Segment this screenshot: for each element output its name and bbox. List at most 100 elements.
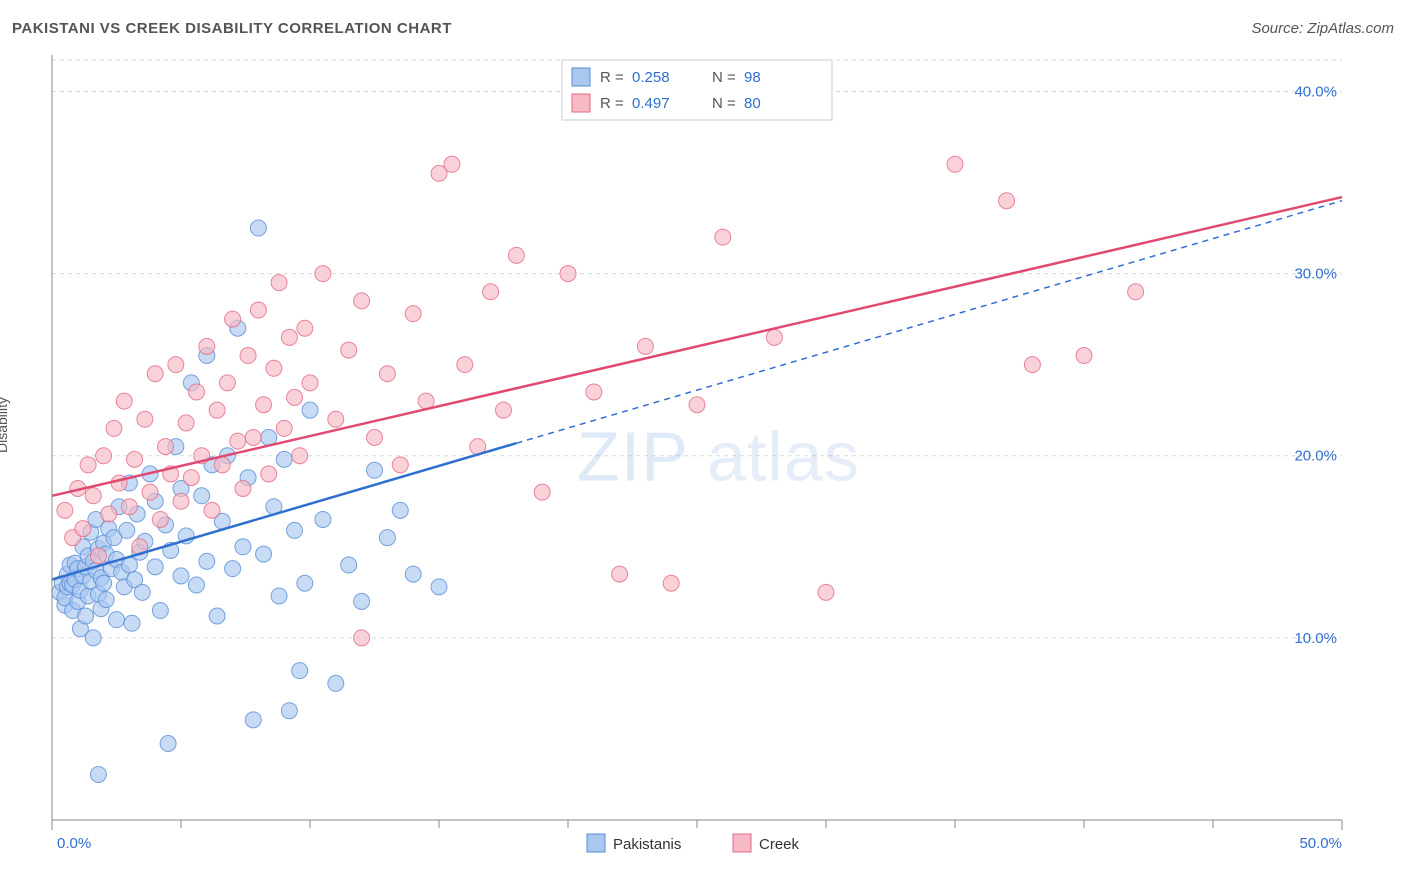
regression-line bbox=[52, 197, 1342, 496]
regression-line-dashed bbox=[516, 201, 1342, 443]
scatter-point bbox=[147, 559, 163, 575]
y-axis-value: 30.0% bbox=[1294, 266, 1337, 283]
scatter-point bbox=[341, 342, 357, 358]
scatter-point bbox=[121, 499, 137, 515]
scatter-point bbox=[142, 484, 158, 500]
legend-r-label: R = bbox=[600, 95, 624, 112]
scatter-point bbox=[106, 420, 122, 436]
scatter-point bbox=[85, 630, 101, 646]
scatter-point bbox=[183, 470, 199, 486]
scatter-point bbox=[178, 415, 194, 431]
scatter-point bbox=[354, 593, 370, 609]
legend-r-label: R = bbox=[600, 69, 624, 86]
scatter-point bbox=[457, 357, 473, 373]
scatter-point bbox=[560, 266, 576, 282]
scatter-point bbox=[341, 557, 357, 573]
legend-n-value: 80 bbox=[744, 95, 761, 112]
scatter-point bbox=[98, 592, 114, 608]
legend-swatch bbox=[572, 94, 590, 112]
scatter-point bbox=[766, 329, 782, 345]
scatter-point bbox=[379, 366, 395, 382]
scatter-point bbox=[173, 568, 189, 584]
scatter-point bbox=[85, 488, 101, 504]
scatter-point bbox=[245, 430, 261, 446]
legend-series-label: Pakistanis bbox=[613, 836, 681, 853]
scatter-point bbox=[281, 329, 297, 345]
scatter-point bbox=[405, 566, 421, 582]
scatter-point bbox=[160, 736, 176, 752]
scatter-point bbox=[199, 338, 215, 354]
x-axis-value: 0.0% bbox=[57, 835, 91, 852]
scatter-point bbox=[90, 766, 106, 782]
scatter-point bbox=[328, 411, 344, 427]
scatter-point bbox=[250, 220, 266, 236]
scatter-point bbox=[127, 451, 143, 467]
scatter-point bbox=[297, 575, 313, 591]
scatter-point bbox=[431, 579, 447, 595]
legend-swatch bbox=[572, 68, 590, 86]
scatter-point bbox=[147, 366, 163, 382]
chart-title: PAKISTANI VS CREEK DISABILITY CORRELATIO… bbox=[12, 20, 452, 37]
scatter-point bbox=[137, 411, 153, 427]
watermark: ZIP bbox=[577, 418, 689, 496]
scatter-point bbox=[663, 575, 679, 591]
y-axis-value: 40.0% bbox=[1294, 83, 1337, 100]
scatter-point bbox=[261, 466, 277, 482]
y-axis-value: 20.0% bbox=[1294, 448, 1337, 465]
scatter-point bbox=[188, 384, 204, 400]
scatter-point bbox=[354, 293, 370, 309]
scatter-point bbox=[392, 457, 408, 473]
scatter-point bbox=[235, 539, 251, 555]
scatter-point bbox=[392, 502, 408, 518]
scatter-point bbox=[109, 612, 125, 628]
scatter-point bbox=[188, 577, 204, 593]
scatter-point bbox=[90, 548, 106, 564]
scatter-chart-svg: ZIPatlas0.0%50.0%10.0%20.0%30.0%40.0%R =… bbox=[12, 50, 1394, 880]
scatter-point bbox=[152, 603, 168, 619]
scatter-point bbox=[78, 608, 94, 624]
legend-swatch bbox=[587, 834, 605, 852]
scatter-point bbox=[1024, 357, 1040, 373]
legend-series-label: Creek bbox=[759, 836, 800, 853]
scatter-point bbox=[204, 502, 220, 518]
scatter-point bbox=[637, 338, 653, 354]
scatter-point bbox=[256, 546, 272, 562]
scatter-point bbox=[101, 506, 117, 522]
scatter-point bbox=[266, 360, 282, 376]
scatter-point bbox=[405, 306, 421, 322]
scatter-point bbox=[168, 357, 184, 373]
scatter-point bbox=[534, 484, 550, 500]
scatter-point bbox=[367, 462, 383, 478]
legend-n-label: N = bbox=[712, 69, 736, 86]
scatter-point bbox=[124, 615, 140, 631]
source-label: Source: ZipAtlas.com bbox=[1251, 20, 1394, 37]
scatter-point bbox=[276, 420, 292, 436]
scatter-point bbox=[612, 566, 628, 582]
scatter-point bbox=[292, 663, 308, 679]
scatter-point bbox=[302, 375, 318, 391]
scatter-point bbox=[80, 457, 96, 473]
scatter-point bbox=[1076, 348, 1092, 364]
scatter-point bbox=[225, 561, 241, 577]
scatter-point bbox=[173, 493, 189, 509]
scatter-point bbox=[230, 433, 246, 449]
scatter-point bbox=[689, 397, 705, 413]
scatter-point bbox=[250, 302, 266, 318]
scatter-point bbox=[297, 320, 313, 336]
scatter-point bbox=[75, 521, 91, 537]
chart-plot: Disability ZIPatlas0.0%50.0%10.0%20.0%30… bbox=[12, 50, 1394, 880]
scatter-point bbox=[292, 448, 308, 464]
scatter-point bbox=[715, 229, 731, 245]
scatter-point bbox=[219, 375, 235, 391]
scatter-point bbox=[818, 584, 834, 600]
scatter-point bbox=[240, 348, 256, 364]
scatter-point bbox=[271, 588, 287, 604]
scatter-point bbox=[194, 488, 210, 504]
x-axis-value: 50.0% bbox=[1299, 835, 1342, 852]
scatter-point bbox=[354, 630, 370, 646]
scatter-point bbox=[586, 384, 602, 400]
scatter-point bbox=[947, 156, 963, 172]
legend-r-value: 0.497 bbox=[632, 95, 670, 112]
scatter-point bbox=[119, 522, 135, 538]
scatter-point bbox=[199, 553, 215, 569]
